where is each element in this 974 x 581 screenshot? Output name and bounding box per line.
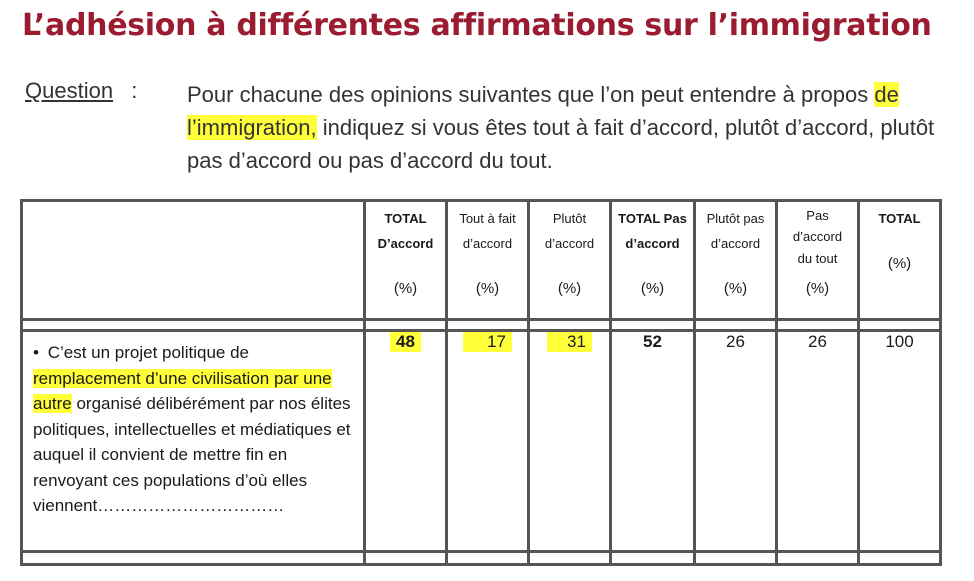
header-total-pas-accord: TOTAL Pas d’accord (%) — [609, 199, 696, 321]
question-label-text: Question — [25, 78, 114, 103]
table-separator-row — [20, 318, 942, 332]
value-pas-du-tout: 26 — [775, 329, 860, 553]
statement-part1: C’est un projet politique de — [47, 343, 249, 362]
table-row: • C’est un projet politique de remplacem… — [20, 329, 942, 553]
value-plutot-accord: 31 — [527, 329, 612, 553]
value-total-text: 100 — [885, 332, 914, 351]
header-pas-du-tout: Pas d’accord du tout (%) — [775, 199, 860, 321]
value-total-accord: 48 — [363, 329, 448, 553]
results-table: TOTAL D’accord (%) Tout à fait d’accord … — [20, 199, 942, 566]
value-total-pas-accord: 52 — [609, 329, 696, 553]
value-tout-a-fait: 17 — [445, 329, 530, 553]
question-text-part1: Pour chacune des opinions suivantes que … — [187, 82, 869, 107]
question-text-part2: indiquez si vous êtes tout à fait d’acco… — [187, 115, 935, 173]
question-text: Pour chacune des opinions suivantes que … — [187, 78, 957, 177]
header-total: TOTAL (%) — [857, 199, 942, 321]
bullet: • — [33, 343, 39, 362]
value-plutot-pas-text: 26 — [726, 332, 745, 351]
statement-part2: organisé délibérément par nos élites pol… — [33, 394, 351, 515]
statement-cell: • C’est un projet politique de remplacem… — [20, 329, 366, 553]
value-tout-a-fait-text: 17 — [463, 332, 512, 352]
table-header-row: TOTAL D’accord (%) Tout à fait d’accord … — [20, 199, 942, 321]
page-title: L’adhésion à différentes affirmations su… — [22, 8, 932, 43]
value-plutot-pas: 26 — [693, 329, 778, 553]
question-separator: : — [131, 78, 138, 103]
value-total-pas-accord-text: 52 — [643, 332, 662, 351]
value-total-accord-text: 48 — [390, 332, 421, 352]
header-plutot-accord: Plutôt d’accord (%) — [527, 199, 612, 321]
value-plutot-accord-text: 31 — [547, 332, 592, 352]
header-plutot-pas: Plutôt pas d’accord (%) — [693, 199, 778, 321]
value-pas-du-tout-text: 26 — [808, 332, 827, 351]
header-empty-cell — [20, 199, 366, 321]
value-total: 100 — [857, 329, 942, 553]
header-total-accord: TOTAL D’accord (%) — [363, 199, 448, 321]
table-bottom-row — [20, 550, 942, 566]
question-label: Question : — [25, 78, 137, 104]
header-tout-a-fait: Tout à fait d’accord (%) — [445, 199, 530, 321]
